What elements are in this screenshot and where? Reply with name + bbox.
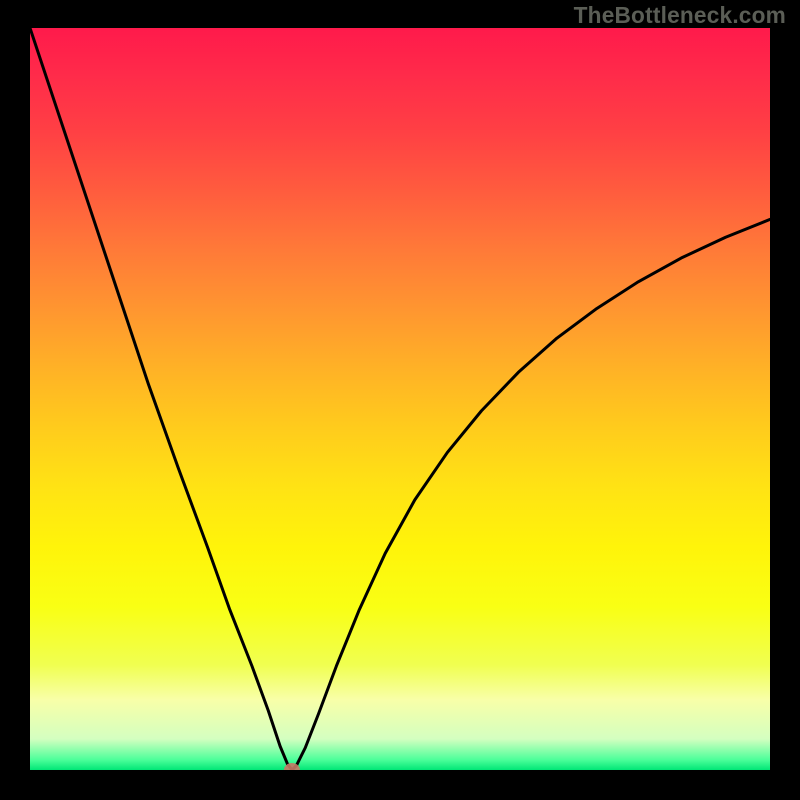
chart-background	[30, 28, 770, 770]
chart-frame: TheBottleneck.com	[0, 0, 800, 800]
chart-svg	[30, 28, 770, 770]
attribution-label: TheBottleneck.com	[574, 2, 786, 29]
plot-area	[30, 28, 770, 770]
